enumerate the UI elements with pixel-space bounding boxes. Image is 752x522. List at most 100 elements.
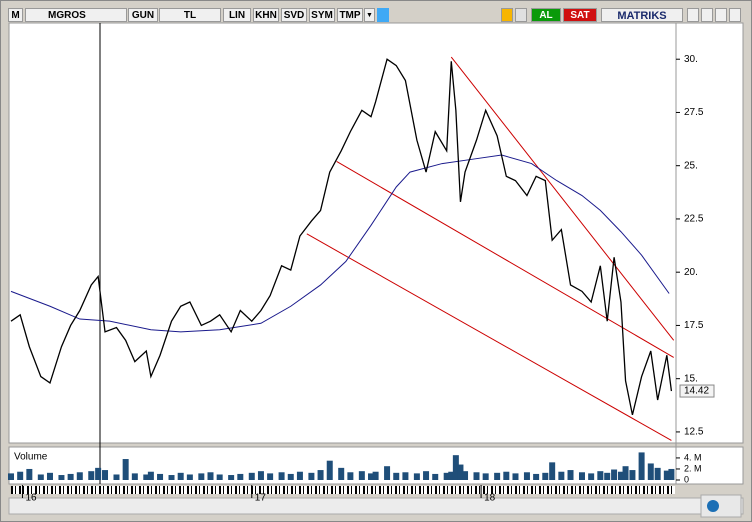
moving-average-line	[10, 154, 670, 333]
volume-bar	[368, 473, 375, 480]
x-tick-label: 18	[484, 493, 496, 504]
volume-tick-label: 0	[684, 474, 689, 484]
volume-bar	[207, 472, 214, 480]
window-button[interactable]	[715, 8, 727, 22]
volume-bar	[326, 460, 333, 480]
volume-bar	[131, 473, 138, 480]
trend-line	[306, 233, 672, 441]
volume-bar	[317, 470, 324, 480]
volume-bar	[402, 472, 409, 480]
volume-bar	[588, 473, 595, 480]
volume-bar	[267, 473, 274, 480]
volume-bar	[533, 473, 540, 480]
volume-bar	[647, 463, 654, 480]
volume-bar	[457, 464, 464, 480]
window-button[interactable]	[687, 8, 699, 22]
y-tick-label: 15.	[684, 373, 698, 384]
volume-bar	[452, 455, 459, 480]
toolbar-button[interactable]: LIN	[223, 8, 251, 22]
volume-bar	[186, 474, 193, 480]
volume-bar	[622, 466, 629, 480]
price-line	[10, 58, 673, 416]
volume-bar	[448, 471, 455, 480]
volume-bar	[308, 472, 315, 480]
volume-bar	[604, 472, 611, 480]
volume-bar	[278, 472, 285, 480]
y-tick-label: 22.5	[684, 214, 704, 225]
volume-bar	[296, 471, 303, 480]
y-tick-label: 25.	[684, 160, 698, 171]
volume-bar	[8, 473, 14, 480]
volume-bar	[88, 471, 95, 480]
volume-bar	[287, 473, 294, 480]
period-button[interactable]: GUN	[128, 8, 158, 22]
volume-bar	[523, 472, 530, 480]
volume-bar	[248, 472, 255, 480]
volume-bar	[26, 468, 33, 480]
symbol-field[interactable]: MGROS	[25, 8, 127, 22]
volume-bar	[17, 471, 24, 480]
volume-bar	[413, 473, 420, 480]
volume-bar	[462, 471, 469, 480]
volume-bar	[37, 474, 44, 480]
price-panel	[8, 22, 744, 444]
volume-bar	[512, 473, 519, 480]
buy-button[interactable]: AL	[531, 8, 561, 22]
toolbar-button[interactable]: SVD	[281, 8, 307, 22]
tool-icon[interactable]	[501, 8, 513, 22]
last-price-label: 14.42	[684, 386, 709, 397]
volume-bar	[76, 472, 83, 480]
volume-bar	[503, 471, 510, 480]
volume-bar	[597, 471, 604, 480]
currency-button[interactable]: TL	[159, 8, 221, 22]
volume-bar	[347, 472, 354, 480]
volume-bar	[549, 462, 556, 480]
volume-tick-label: 4. M	[684, 452, 702, 462]
sell-button[interactable]: SAT	[563, 8, 597, 22]
tool-icon[interactable]	[515, 8, 527, 22]
volume-bar	[372, 471, 379, 480]
trend-line	[336, 161, 674, 358]
volume-bar	[558, 471, 565, 480]
date-strip	[11, 486, 675, 494]
volume-bar	[198, 473, 205, 480]
volume-bar	[122, 459, 129, 480]
volume-bar	[482, 473, 489, 480]
x-tick-label: 17	[255, 493, 267, 504]
volume-bar	[443, 472, 450, 480]
toolbar-button[interactable]: KHN	[253, 8, 279, 22]
window-button[interactable]	[701, 8, 713, 22]
volume-bar	[257, 471, 264, 480]
y-tick-label: 30.	[684, 54, 698, 65]
y-tick-label: 12.5	[684, 427, 704, 438]
volume-bar	[157, 473, 164, 480]
window-button[interactable]	[729, 8, 741, 22]
volume-bar	[629, 470, 636, 480]
volume-bar	[143, 474, 150, 480]
volume-bar	[216, 474, 223, 480]
volume-bar	[393, 472, 400, 480]
scrollbar[interactable]	[8, 497, 744, 515]
twitter-icon[interactable]	[377, 8, 389, 22]
volume-bar	[638, 452, 645, 480]
toolbar-button[interactable]: SYM	[309, 8, 335, 22]
y-tick-label: 17.5	[684, 320, 704, 331]
refresh-icon	[707, 500, 719, 512]
trend-line	[450, 56, 675, 341]
menu-button[interactable]: M	[8, 8, 23, 22]
dropdown-arrow[interactable]: ▼	[364, 8, 375, 22]
volume-bar	[168, 475, 175, 480]
volume-bar	[113, 474, 120, 480]
y-tick-label: 27.5	[684, 107, 704, 118]
volume-bar	[58, 475, 65, 480]
volume-bar	[147, 471, 154, 480]
volume-bar	[663, 470, 670, 480]
volume-bar	[177, 472, 184, 480]
volume-bar	[95, 467, 102, 480]
x-tick-label: 16	[25, 493, 37, 504]
volume-bar	[617, 471, 624, 480]
volume-bar	[567, 470, 574, 480]
toolbar-button[interactable]: TMP	[337, 8, 363, 22]
